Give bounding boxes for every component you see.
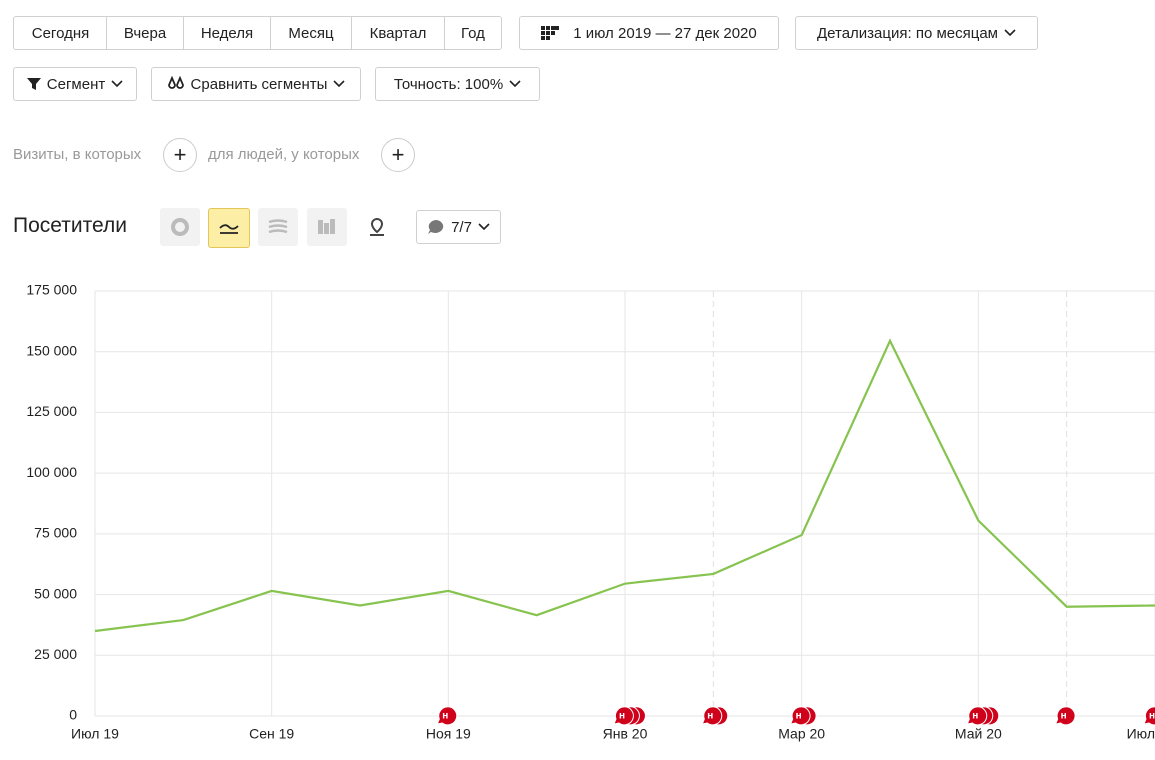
area-icon: [268, 219, 288, 234]
chart-title: Посетители: [13, 214, 127, 237]
note-marker-group: н: [789, 706, 817, 726]
filter-visits: Визиты, в которых: [13, 146, 142, 163]
note-marker-label: н: [972, 711, 978, 722]
drops-icon: [167, 76, 184, 89]
compare-label: Сравнить сегменты: [190, 75, 328, 93]
note-marker: [701, 706, 723, 726]
note-marker: [1143, 706, 1155, 726]
filter-people: для людей, у которых: [208, 146, 360, 163]
add-visits-filter[interactable]: +: [163, 138, 197, 172]
notes-count: 7/7: [451, 218, 472, 236]
x-tick-label: Ноя 19: [426, 726, 471, 742]
note-marker: [966, 706, 988, 726]
note-marker-group: н: [966, 706, 1000, 726]
x-tick-label: Сен 19: [249, 726, 294, 742]
comment-icon: [428, 220, 444, 234]
note-marker: [436, 706, 458, 726]
y-tick-label: 50 000: [34, 585, 77, 601]
compare-button[interactable]: Сравнить сегменты: [151, 67, 361, 101]
filter-icon: [26, 78, 41, 90]
area-chart-toggle[interactable]: [258, 208, 298, 246]
note-marker-label: н: [442, 711, 448, 722]
segment-button[interactable]: Сегмент: [13, 67, 137, 101]
line-chart-toggle[interactable]: [208, 208, 250, 248]
x-tick-label: Янв 20: [603, 726, 648, 742]
x-tick-label: Май 20: [955, 726, 1002, 742]
date-range: 1 июл 2019 — 27 дек 2020: [573, 24, 757, 42]
y-tick-label: 150 000: [26, 342, 77, 358]
date-range-button[interactable]: 1 июл 2019 — 27 дек 2020: [519, 16, 779, 50]
chart: 0 25 000 50 000 75 000 100 000 125 000 150 000…: [26, 282, 1155, 742]
note-marker-group: н: [1143, 706, 1155, 726]
line-icon: [219, 224, 239, 234]
note-marker-label: н: [1061, 711, 1067, 722]
y-tick-label: 0: [69, 707, 77, 723]
y-tick-label: 75 000: [34, 525, 77, 541]
period-button[interactable]: Вчера: [106, 16, 184, 50]
period-button[interactable]: Год: [444, 16, 502, 50]
note-marker-label: н: [796, 711, 802, 722]
note-marker-group: н: [701, 706, 729, 726]
x-tick-label: Мар 20: [778, 726, 825, 742]
period-button[interactable]: Квартал: [351, 16, 445, 50]
map-icon: [370, 217, 384, 236]
chevron: [1004, 29, 1016, 37]
note-marker-group: н: [436, 706, 458, 726]
note-marker-label: н: [1149, 711, 1155, 722]
x-tick-label: Июл 19: [71, 726, 119, 742]
note-marker-label: н: [707, 711, 713, 722]
chevron: [111, 80, 123, 88]
bar-icon: [318, 219, 335, 234]
note-marker-label: н: [619, 711, 625, 722]
note-marker: [613, 706, 634, 726]
line: [94, 338, 1155, 633]
map-toggle[interactable]: [357, 208, 397, 246]
calendar-icon: [541, 26, 560, 40]
pie-icon: [171, 218, 189, 236]
y-tick-label: 125 000: [26, 403, 77, 419]
note-marker: [1054, 706, 1076, 726]
notes-button[interactable]: 7/7: [416, 210, 501, 244]
accuracy-label: Точность: 100%: [393, 75, 504, 93]
y-tick-label: 175 000: [26, 282, 77, 298]
note-marker-group: н: [613, 706, 646, 726]
detail-button[interactable]: Детализация: по месяцам: [795, 16, 1038, 50]
segment-label: Сегмент: [46, 75, 106, 93]
y-tick-label: 100 000: [26, 464, 77, 480]
pie-chart-toggle[interactable]: [160, 208, 200, 246]
y-tick-label: 25 000: [34, 646, 77, 662]
bar-chart-toggle[interactable]: [307, 208, 347, 246]
chevron: [478, 223, 490, 231]
note-marker-group: н: [1054, 706, 1076, 726]
add-people-filter[interactable]: +: [381, 138, 415, 172]
period-button[interactable]: Месяц: [270, 16, 352, 50]
accuracy-button[interactable]: Точность: 100%: [375, 67, 540, 101]
detail-label: Детализация: по месяцам: [817, 24, 998, 42]
chevron: [509, 80, 521, 88]
note-marker: [789, 706, 811, 726]
chevron: [333, 80, 346, 88]
period-button[interactable]: Неделя: [183, 16, 271, 50]
period-button[interactable]: Сегодня: [13, 16, 108, 50]
x-tick-label: Июл: [1127, 726, 1155, 742]
